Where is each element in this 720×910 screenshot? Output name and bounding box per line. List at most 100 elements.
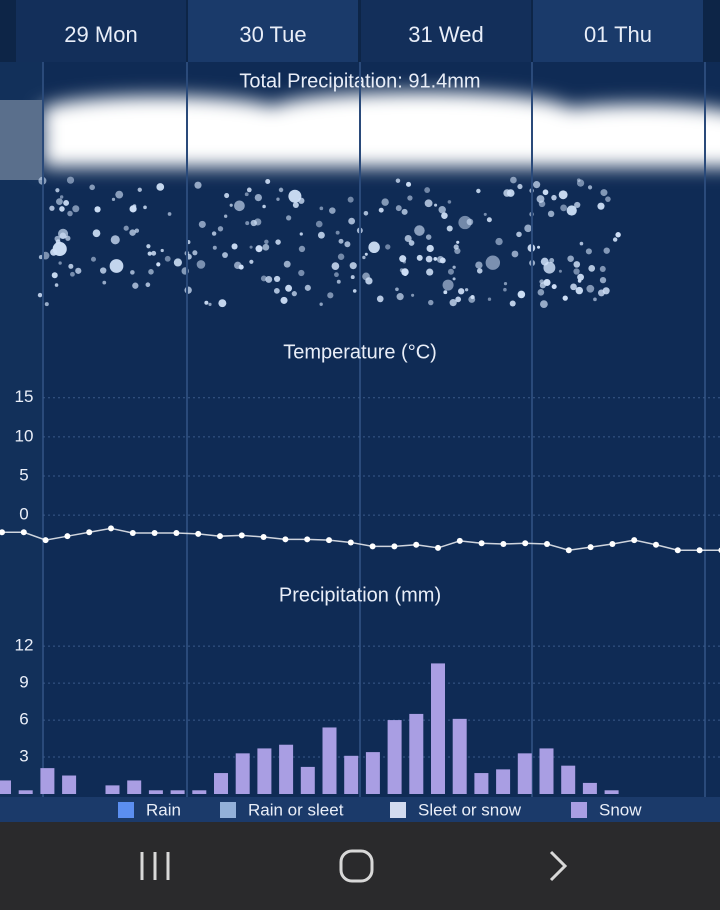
snowflake	[560, 204, 567, 212]
nav-icons	[140, 849, 568, 883]
temperature-point	[609, 541, 616, 548]
snowflake	[164, 255, 171, 262]
precipitation-bar	[257, 748, 272, 794]
snowflake	[524, 224, 532, 233]
temperature-point	[565, 547, 572, 554]
snowflake	[63, 200, 70, 206]
clouds	[40, 92, 720, 167]
snowflake	[442, 279, 454, 291]
snowflake	[424, 199, 433, 208]
snowflake	[574, 201, 581, 209]
snowflake	[37, 292, 43, 298]
snowflake	[129, 205, 137, 213]
snowflake	[537, 245, 541, 249]
snowflake	[110, 235, 120, 245]
snowflake	[299, 232, 303, 236]
snowflake	[452, 265, 456, 269]
snowflake	[72, 205, 80, 213]
snowfall	[37, 176, 621, 308]
temperature-point	[173, 530, 180, 537]
snowflake	[363, 210, 369, 216]
temperature-line	[2, 527, 720, 552]
temperature-point	[217, 533, 223, 540]
temperature-point	[64, 533, 71, 540]
snowflake	[503, 281, 508, 286]
nav-bar	[0, 822, 720, 910]
day-tab[interactable]	[188, 0, 358, 62]
snowflake	[208, 302, 212, 306]
snowflake	[67, 210, 73, 217]
snowflake	[319, 302, 323, 306]
snowflake	[90, 256, 96, 262]
chart-title: Precipitation (mm)	[279, 584, 441, 606]
temperature-point	[631, 537, 638, 544]
snowflake	[145, 282, 151, 288]
snowflake	[132, 282, 139, 289]
temperature-point	[151, 530, 158, 537]
snowflake	[111, 197, 116, 201]
snowflake	[148, 269, 154, 275]
snowflake	[224, 193, 230, 199]
precipitation-bar	[344, 755, 359, 794]
snowflake	[395, 178, 401, 183]
snowflake	[348, 217, 356, 225]
snowflake	[327, 292, 334, 299]
snowflake	[66, 176, 75, 184]
snowflake	[483, 212, 487, 216]
snowflake	[476, 268, 483, 274]
precipitation-bar	[496, 769, 511, 794]
legend-label: Snow	[599, 800, 642, 819]
day-tab[interactable]	[533, 0, 703, 62]
day-tab[interactable]	[16, 0, 186, 62]
snowflake	[411, 293, 415, 297]
snowflake	[597, 202, 605, 210]
day-tab[interactable]	[361, 0, 531, 62]
snowflake	[404, 234, 412, 243]
snowflake	[192, 250, 198, 256]
snowflake	[231, 243, 238, 250]
snowflake	[59, 195, 64, 199]
snowflake	[539, 282, 546, 289]
snowflake	[298, 245, 306, 253]
snowflake	[250, 219, 257, 227]
temperature-point	[478, 540, 485, 547]
snowflake	[458, 288, 465, 295]
snowflake	[143, 205, 147, 210]
snowflake	[562, 295, 568, 301]
precipitation-bar	[452, 718, 467, 794]
snowflake	[331, 262, 340, 270]
snowflake	[262, 243, 270, 251]
snowflake	[414, 225, 425, 236]
snowflake	[495, 237, 503, 246]
snowflake	[92, 229, 101, 238]
snowflake	[403, 272, 407, 276]
precipitation-bar	[40, 768, 55, 794]
snowflake	[368, 241, 380, 254]
precipitation-bar	[387, 720, 402, 794]
snowflake	[475, 261, 483, 269]
snowflake	[55, 239, 61, 245]
snowflake	[570, 283, 577, 291]
snowflake	[452, 277, 456, 281]
temperature-point	[587, 544, 594, 551]
legend-swatch	[220, 802, 236, 818]
temperature-point	[544, 541, 550, 548]
snowflake	[273, 275, 281, 283]
legend-label: Sleet or snow	[418, 800, 522, 819]
snowflake	[276, 197, 280, 201]
snowflake	[349, 262, 357, 270]
snowflake	[543, 261, 556, 274]
snowflake	[151, 250, 157, 256]
snowflake	[337, 253, 345, 260]
temperature-point	[347, 539, 354, 546]
snowflake	[588, 265, 596, 272]
home[interactable]	[339, 849, 374, 883]
back[interactable]	[549, 850, 568, 882]
snowflake	[509, 300, 516, 307]
precipitation-bar	[214, 773, 228, 794]
chart-title: Temperature (°C)	[283, 341, 437, 363]
legend-label: Rain or sleet	[248, 800, 344, 819]
snowflake	[395, 287, 399, 292]
temperature-point	[42, 537, 49, 544]
snowflake	[212, 245, 217, 250]
